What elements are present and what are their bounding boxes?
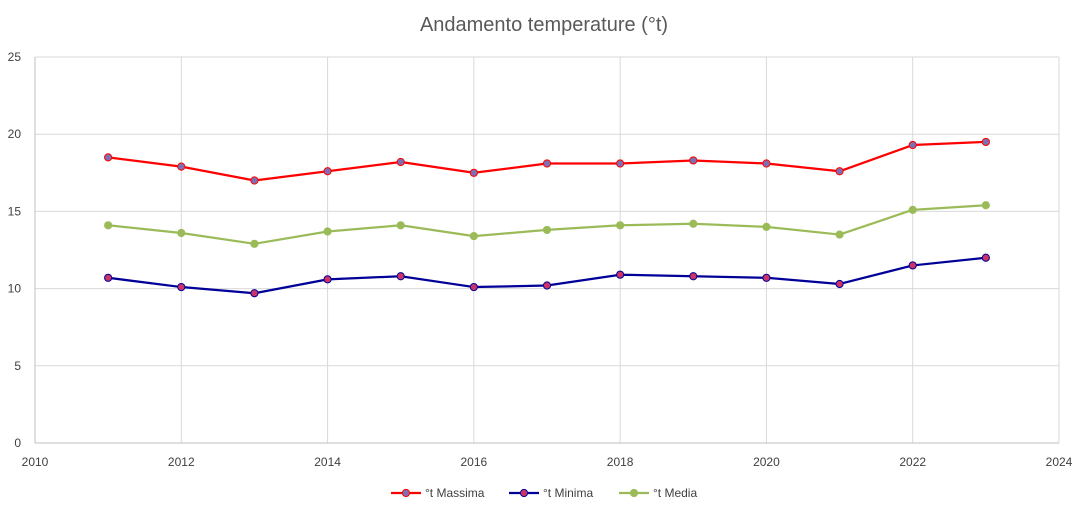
- data-point: [981, 253, 990, 262]
- x-tick-label: 2020: [753, 455, 780, 469]
- data-point: [323, 227, 332, 236]
- grid: [35, 56, 1060, 443]
- data-point: [177, 228, 186, 238]
- data-point: [689, 156, 698, 165]
- data-point: [469, 282, 478, 292]
- y-tick-label: 25: [8, 50, 22, 64]
- data-point: [250, 239, 259, 248]
- x-tick-label: 2012: [168, 455, 195, 469]
- legend-label: °t Massima: [425, 486, 485, 500]
- legend-marker: [519, 488, 529, 498]
- data-point: [689, 272, 698, 281]
- x-tick-label: 2018: [607, 455, 634, 469]
- data-point: [762, 159, 771, 168]
- axes: 0 5 10 15 20 25 2010 2012 2014 2016 2018 2020 2022 20…: [8, 50, 1073, 469]
- data-point: [981, 201, 990, 210]
- data-point: [250, 176, 259, 185]
- data-point: [104, 221, 113, 230]
- data-point: [616, 159, 625, 168]
- data-point: [250, 289, 259, 298]
- data-point: [908, 140, 917, 150]
- x-tick-label: 2014: [314, 455, 341, 469]
- series-1: [104, 137, 990, 185]
- data-point: [396, 221, 405, 230]
- data-point: [689, 219, 698, 228]
- data-point: [469, 232, 478, 241]
- data-point: [177, 162, 186, 171]
- data-point: [323, 167, 332, 176]
- data-point: [762, 273, 771, 282]
- series-group: [104, 137, 990, 298]
- data-point: [542, 225, 552, 235]
- data-point: [396, 272, 405, 281]
- data-point: [542, 159, 552, 168]
- legend-entry: °t Minima: [509, 486, 593, 500]
- y-tick-label: 15: [8, 204, 22, 218]
- data-point: [981, 137, 990, 147]
- x-tick-label: 2016: [461, 455, 488, 469]
- data-point: [542, 281, 552, 290]
- x-tick-label: 2010: [22, 455, 49, 469]
- series-3: [104, 201, 990, 248]
- data-point: [762, 222, 771, 231]
- data-point: [104, 273, 113, 282]
- legend: °t Massima °t Minima °t Media: [391, 486, 697, 500]
- data-point: [616, 221, 625, 230]
- legend-label: °t Media: [653, 486, 697, 500]
- y-tick-label: 0: [14, 436, 21, 450]
- chart-title: Andamento temperature (°t): [420, 14, 668, 36]
- data-point: [835, 279, 844, 289]
- data-point: [835, 230, 844, 239]
- x-tick-label: 2022: [899, 455, 926, 469]
- legend-entry: °t Media: [619, 486, 697, 500]
- data-point: [616, 270, 625, 279]
- data-point: [323, 275, 332, 284]
- data-point: [469, 168, 478, 177]
- y-tick-label: 20: [8, 127, 22, 141]
- data-point: [177, 282, 186, 292]
- data-point: [835, 167, 844, 176]
- data-point: [396, 157, 405, 167]
- data-point: [104, 153, 113, 162]
- data-point: [908, 261, 917, 270]
- y-tick-label: 10: [8, 282, 22, 296]
- legend-entry: °t Massima: [391, 486, 485, 500]
- data-point: [908, 205, 917, 214]
- legend-marker: [401, 488, 411, 498]
- legend-marker: [629, 488, 639, 498]
- series-2: [104, 253, 990, 298]
- legend-label: °t Minima: [543, 486, 593, 500]
- x-tick-label: 2024: [1046, 455, 1073, 469]
- y-tick-label: 5: [14, 359, 21, 373]
